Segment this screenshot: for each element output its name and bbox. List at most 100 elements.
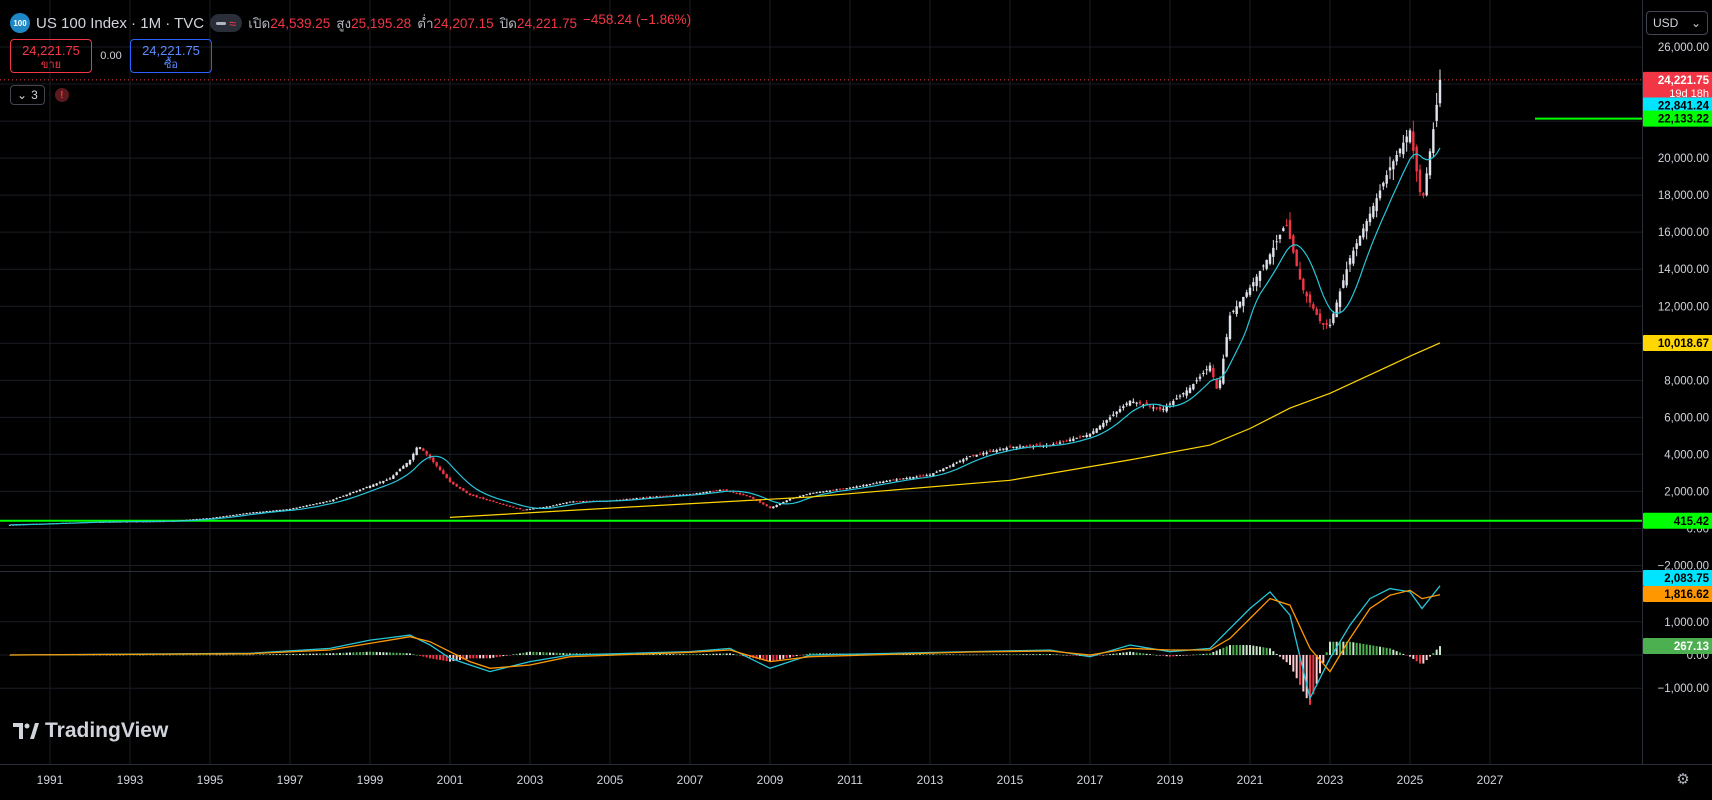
candle-body — [375, 483, 378, 486]
macd-bar — [525, 652, 528, 655]
indicators-toggle-button[interactable]: ⌄ 3 — [10, 85, 45, 105]
macd-bar — [732, 654, 735, 655]
candle-body — [302, 506, 305, 508]
macd-bar — [1032, 654, 1035, 655]
macd-bar — [662, 654, 665, 655]
symbol-title[interactable]: US 100 Index · 1M · TVC — [36, 14, 205, 32]
macd-bar — [1355, 642, 1358, 655]
candle-body — [758, 500, 762, 503]
macd-bar — [1339, 641, 1341, 655]
macd-bar — [1209, 653, 1211, 655]
candle-body — [1362, 228, 1365, 238]
candle-body — [975, 454, 978, 457]
logo-text: TradingView — [45, 719, 169, 742]
macd-bar — [555, 652, 558, 655]
time-tick-label: 1999 — [357, 773, 384, 787]
macd-bar — [755, 655, 758, 659]
macd-bar — [175, 654, 178, 656]
candle-body — [295, 507, 298, 509]
candle-body — [1398, 148, 1402, 154]
macd-bar — [682, 654, 685, 655]
macd-bar — [1055, 654, 1058, 655]
candle-body — [582, 501, 585, 503]
candle-body — [1415, 146, 1418, 172]
candle-body — [1302, 278, 1305, 291]
macd-bar — [769, 655, 771, 662]
macd-bar — [355, 652, 358, 655]
chart-area[interactable] — [0, 0, 1642, 764]
macd-bar — [715, 653, 718, 655]
macd-bar — [319, 653, 321, 655]
macd-bar — [1215, 650, 1218, 655]
candle-body — [265, 511, 268, 513]
macd-bar — [549, 652, 551, 655]
candle-body — [1318, 313, 1322, 322]
tradingview-logo: TradingView — [13, 719, 168, 743]
legend-status-pill[interactable]: ≈ — [210, 14, 243, 32]
ma-short-line — [9, 147, 1441, 526]
macd-bar — [112, 654, 115, 656]
macd-bar — [569, 653, 571, 655]
candle-body — [1285, 224, 1288, 226]
sell-button[interactable]: 24,221.75 ขาย — [10, 39, 92, 73]
candle-body — [762, 502, 765, 505]
candle-body — [662, 495, 665, 497]
macd-bar — [385, 652, 388, 655]
candle-body — [395, 472, 398, 476]
candles — [8, 69, 1442, 526]
macd-bar — [9, 655, 11, 656]
macd-bar — [1219, 649, 1221, 655]
currency-select[interactable]: USD ⌄ — [1646, 11, 1708, 35]
candle-body — [418, 447, 422, 449]
price-tick-label: 18,000.00 — [1658, 190, 1709, 202]
macd-bar — [229, 654, 231, 656]
macd-bar — [1009, 654, 1011, 655]
candle-body — [632, 498, 635, 500]
macd-bar — [475, 655, 478, 659]
macd-bar — [109, 654, 111, 656]
macd-bar — [1412, 655, 1415, 659]
warning-icon[interactable]: ! — [54, 88, 69, 102]
candle-body — [482, 497, 485, 499]
candle-body — [905, 478, 908, 480]
candle-body — [855, 486, 858, 488]
time-tick-label: 2013 — [917, 773, 944, 787]
macd-bar — [775, 655, 778, 661]
candle-body — [825, 490, 828, 492]
candle-body — [845, 488, 848, 490]
macd-bar — [219, 654, 221, 656]
close-label: ปิด — [499, 16, 517, 31]
macd-bar — [725, 653, 728, 655]
settings-gear-icon[interactable]: ⚙ — [1676, 771, 1690, 788]
candle-body — [1322, 323, 1325, 325]
buy-button[interactable]: 24,221.75 ซื้อ — [130, 39, 212, 73]
macd-bar — [372, 651, 375, 655]
candle-body — [888, 480, 892, 482]
price-label-text: 415.42 — [1674, 516, 1709, 528]
macd-bar — [392, 652, 395, 655]
macd-bar — [405, 653, 408, 655]
candle-body — [648, 496, 652, 498]
candle-body — [312, 504, 315, 506]
price-scale[interactable]: 26,000.0024,000.0022,000.0020,000.0018,0… — [1642, 0, 1712, 764]
macd-bar — [729, 653, 731, 655]
price-label-text: 22,841.24 — [1658, 100, 1710, 112]
macd-bar — [799, 655, 801, 656]
price-tick-label: 8,000.00 — [1664, 375, 1709, 387]
macd-bar — [1205, 653, 1208, 655]
macd-bar — [509, 655, 511, 656]
price-chart[interactable] — [0, 0, 1642, 764]
macd-bar — [1345, 641, 1348, 655]
price-tick-label: 4,000.00 — [1664, 449, 1709, 461]
candle-body — [798, 496, 802, 498]
candle-body — [1182, 393, 1185, 395]
macd-bar — [1239, 645, 1241, 655]
macd-bar — [945, 654, 948, 655]
candle-body — [1402, 142, 1405, 155]
macd-bar — [1049, 654, 1051, 655]
macd-bar — [1295, 655, 1298, 679]
macd-bar — [1359, 643, 1361, 655]
time-tick-label: 2011 — [837, 773, 863, 787]
macd-line — [9, 585, 1441, 701]
time-scale[interactable]: 1991 1993 1995 1997 1999 2001 2003 2005 2007 2009… — [0, 764, 1712, 794]
